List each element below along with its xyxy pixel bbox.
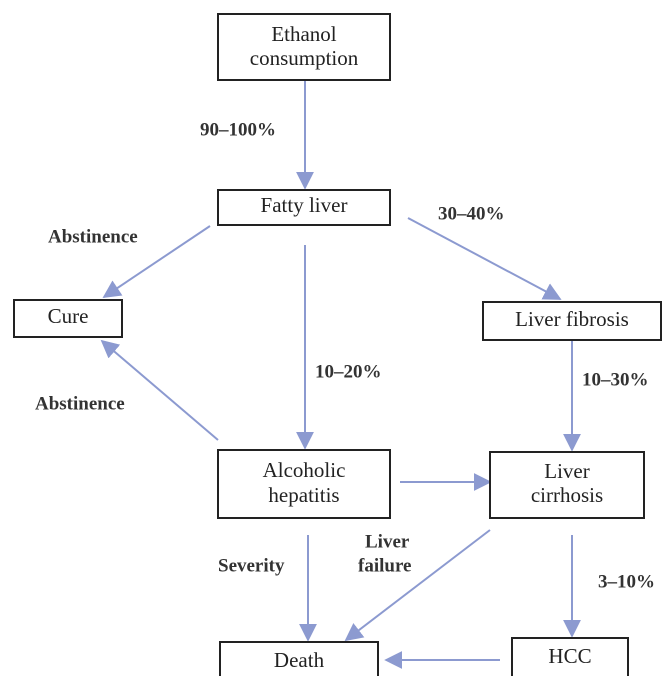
node: HCC bbox=[511, 637, 629, 676]
edge-label: 3–10% bbox=[598, 571, 655, 592]
node: Liver fibrosis bbox=[482, 301, 662, 341]
node-label: Alcoholic bbox=[263, 458, 346, 482]
edge-label: 10–30% bbox=[582, 369, 649, 390]
arrows bbox=[100, 80, 581, 669]
edge-label: Severity bbox=[218, 555, 285, 576]
edge-label: 30–40% bbox=[438, 203, 505, 224]
edge-label: Liver bbox=[365, 531, 410, 552]
node-label: HCC bbox=[548, 644, 591, 668]
edge-label: 10–20% bbox=[315, 361, 382, 382]
edge-label: Abstinence bbox=[48, 226, 138, 247]
arrow bbox=[102, 225, 211, 299]
node-label: consumption bbox=[250, 46, 359, 70]
node: Death bbox=[219, 641, 379, 676]
node: Alcoholic hepatitis bbox=[217, 449, 391, 519]
node-label: Cure bbox=[48, 304, 89, 328]
node-label: Fatty liver bbox=[261, 193, 348, 217]
node-label: cirrhosis bbox=[531, 483, 603, 507]
edge-label: 90–100% bbox=[200, 119, 276, 140]
node: Cure bbox=[13, 299, 123, 338]
arrow bbox=[344, 529, 491, 642]
node-label: Death bbox=[274, 648, 325, 672]
node: Liver cirrhosis bbox=[489, 451, 645, 519]
node-label: Liver fibrosis bbox=[515, 307, 629, 331]
edge-labels: 90–100% 30–40% Abstinence 10–20% 10–30% … bbox=[35, 119, 655, 592]
node-label: hepatitis bbox=[268, 483, 339, 507]
arrow bbox=[407, 217, 562, 300]
edge-label: failure bbox=[358, 555, 411, 576]
node: Fatty liver bbox=[217, 189, 391, 226]
node-label: Liver bbox=[544, 459, 589, 483]
node-label: Ethanol bbox=[271, 22, 336, 46]
node: Ethanol consumption bbox=[217, 13, 391, 81]
edge-label: Abstinence bbox=[35, 393, 125, 414]
arrow bbox=[100, 339, 219, 441]
